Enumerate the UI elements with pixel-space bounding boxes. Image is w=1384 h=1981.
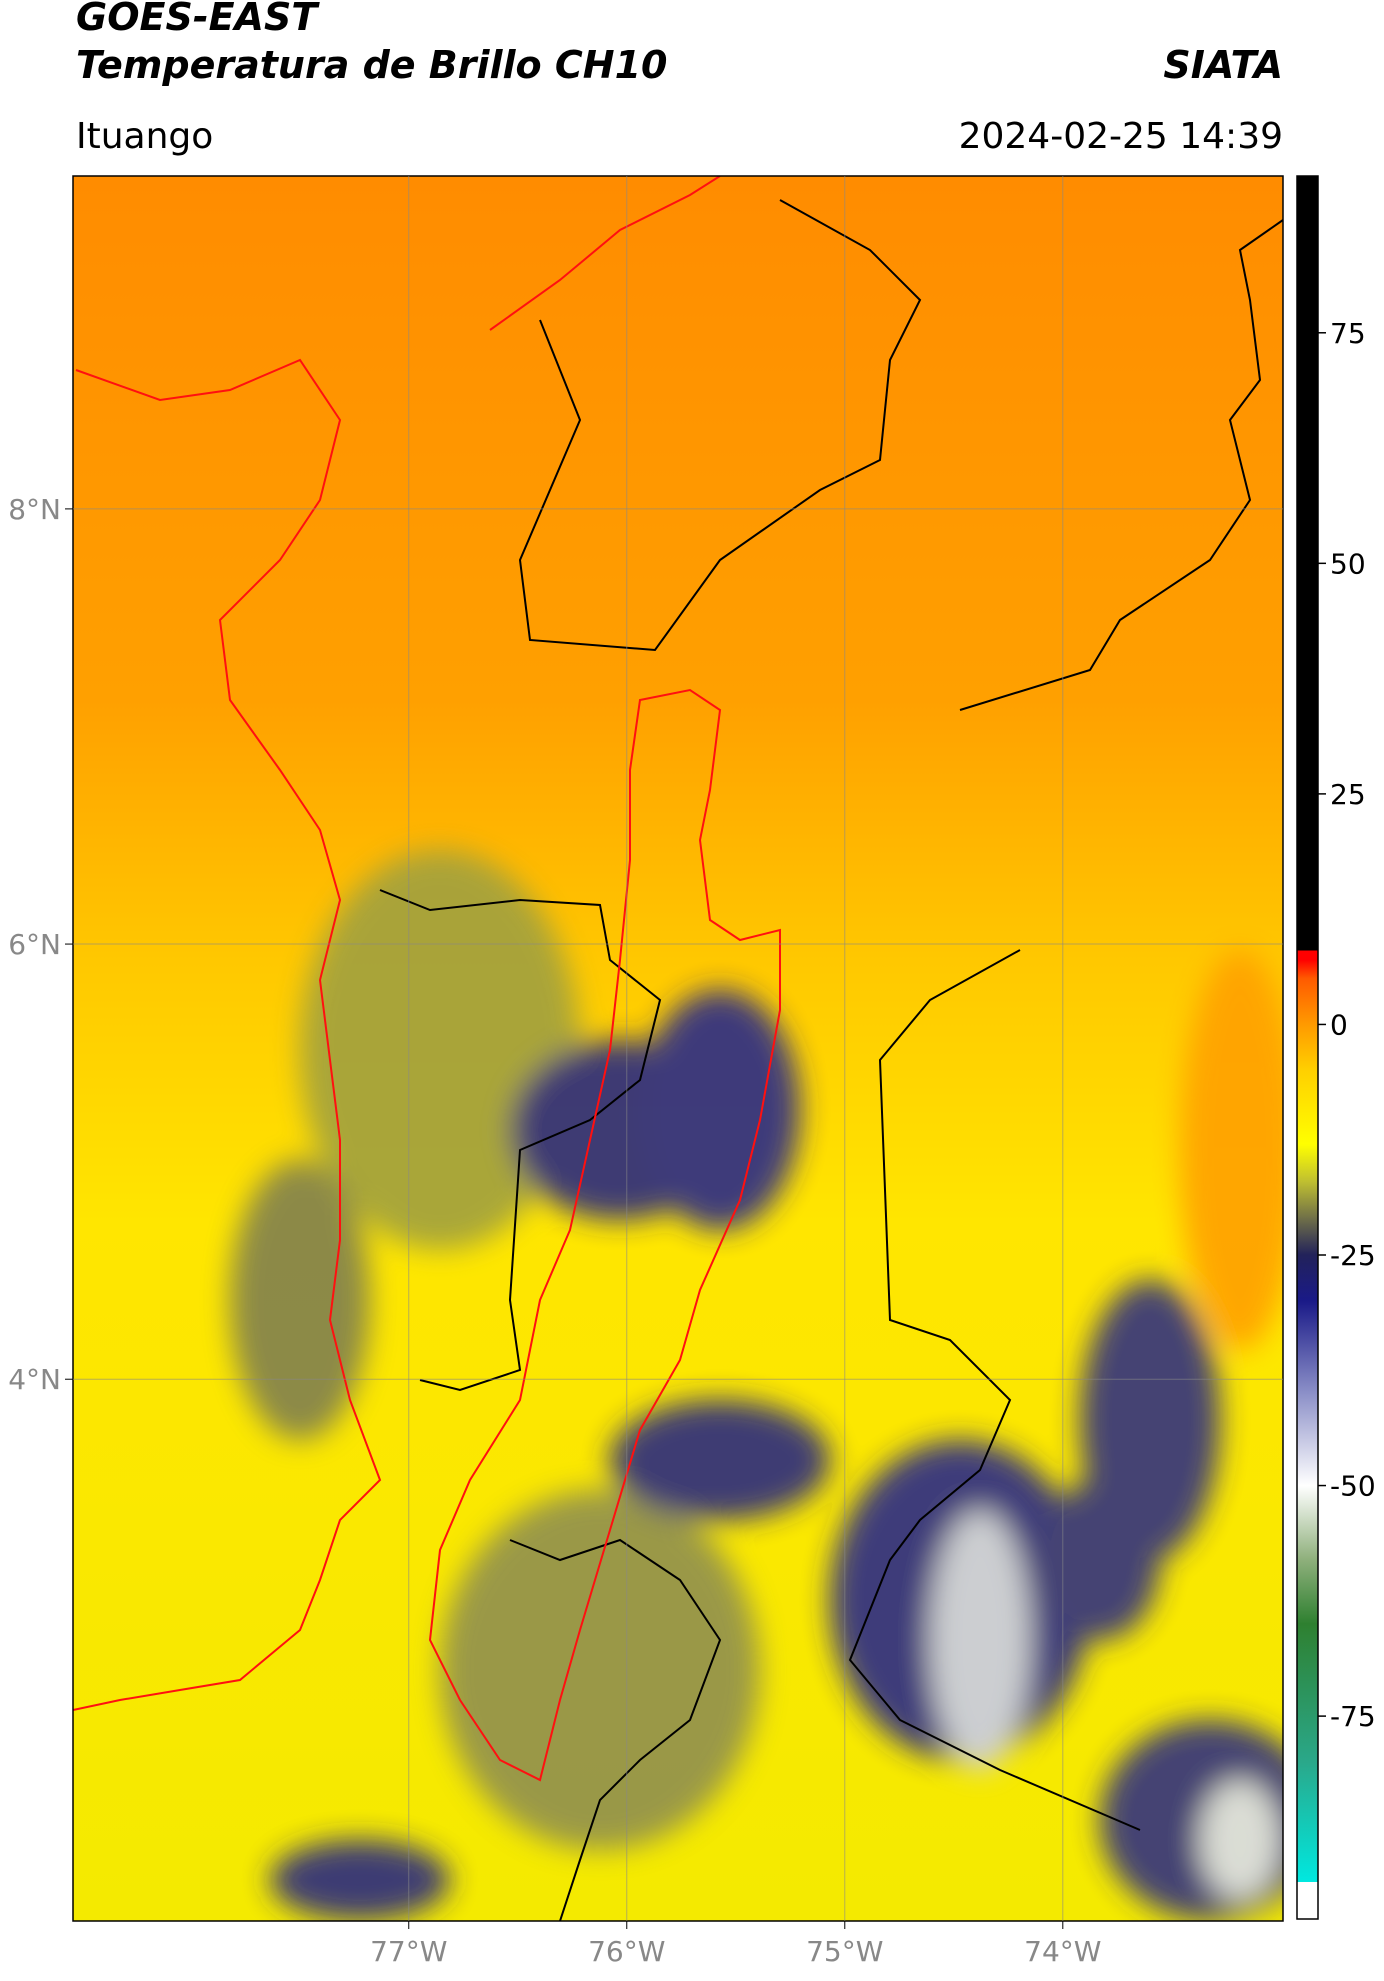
colorbar-tick-label: -25 <box>1330 1239 1376 1272</box>
map-frame <box>72 175 1284 1922</box>
lat-label: 4°N <box>8 1363 61 1396</box>
lat-label: 6°N <box>8 928 61 961</box>
colorbar-tick-label: -75 <box>1330 1700 1376 1733</box>
subtitle: Temperatura de Brillo CH10 <box>76 43 667 87</box>
colorbar-tick-label: 25 <box>1330 778 1366 811</box>
colorbar <box>1297 176 1318 1919</box>
colorbar-tick-label: 50 <box>1330 547 1366 580</box>
satellite-image <box>73 176 1283 1921</box>
lon-label: 74°W <box>1024 1935 1101 1968</box>
timestamp: 2024-02-25 14:39 <box>959 116 1283 157</box>
colorbar-frame <box>1296 175 1319 1920</box>
lon-label: 77°W <box>370 1935 447 1968</box>
lon-label: 76°W <box>588 1935 665 1968</box>
colorbar-tick-label: 0 <box>1330 1008 1348 1041</box>
colorbar-tick-label: -50 <box>1330 1470 1376 1503</box>
title: GOES-EAST <box>76 0 320 39</box>
graticule: 8°N 6°N 4°N 77°W 76°W 75°W 74°W <box>8 176 1283 1968</box>
lon-label: 75°W <box>806 1935 883 1968</box>
location: Ituango <box>76 116 213 157</box>
lat-label: 8°N <box>8 493 61 526</box>
colorbar-tick-label: 75 <box>1330 317 1366 350</box>
brand: SIATA <box>1163 43 1283 87</box>
